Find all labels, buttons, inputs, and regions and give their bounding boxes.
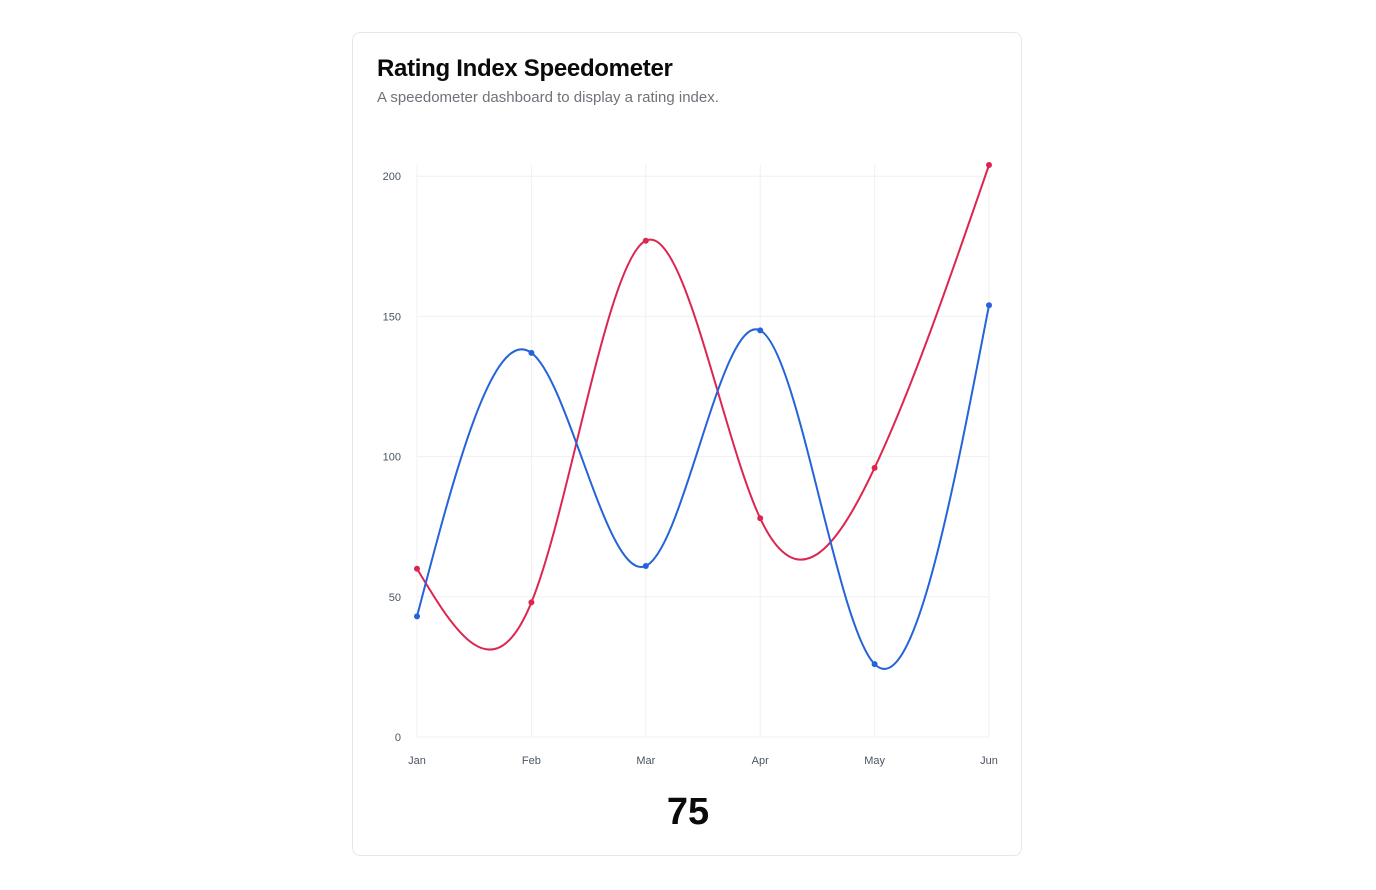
data-point[interactable]	[642, 237, 649, 244]
data-point[interactable]	[871, 661, 878, 668]
series-layer	[414, 162, 992, 670]
x-tick-label: Feb	[522, 755, 541, 767]
data-point[interactable]	[414, 613, 420, 620]
line-chart: 0 50 100 150 200 Jan Feb Mar Apr May Jun	[383, 162, 998, 767]
series-line	[416, 305, 990, 670]
y-tick-label: 0	[395, 732, 401, 744]
y-tick-label: 100	[383, 452, 401, 464]
data-point[interactable]	[986, 302, 992, 309]
y-tick-label: 50	[389, 592, 401, 604]
series-2	[414, 302, 992, 670]
x-tick-label: Apr	[752, 755, 769, 767]
data-point[interactable]	[528, 349, 535, 356]
chart-card: Rating Index Speedometer A speedometer d…	[352, 32, 1022, 856]
x-tick-label: Jan	[408, 755, 426, 767]
x-tick-label: May	[864, 755, 885, 767]
card-subtitle: A speedometer dashboard to display a rat…	[377, 89, 719, 106]
grid-layer	[416, 165, 990, 738]
axis-layer: 0 50 100 150 200 Jan Feb Mar Apr May Jun	[383, 171, 998, 767]
data-point[interactable]	[414, 565, 420, 572]
rating-value: 75	[666, 791, 710, 833]
series-1	[414, 162, 992, 651]
x-tick-label: Jun	[980, 755, 998, 767]
y-tick-label: 150	[383, 311, 401, 323]
data-point[interactable]	[871, 464, 878, 471]
data-point[interactable]	[986, 162, 992, 168]
card-title: Rating Index Speedometer	[377, 55, 673, 82]
data-point[interactable]	[528, 599, 535, 606]
y-tick-label: 200	[383, 171, 401, 183]
x-tick-label: Mar	[636, 755, 655, 767]
data-point[interactable]	[757, 515, 764, 522]
data-point[interactable]	[757, 327, 764, 334]
series-line	[416, 164, 990, 651]
data-point[interactable]	[642, 562, 649, 569]
